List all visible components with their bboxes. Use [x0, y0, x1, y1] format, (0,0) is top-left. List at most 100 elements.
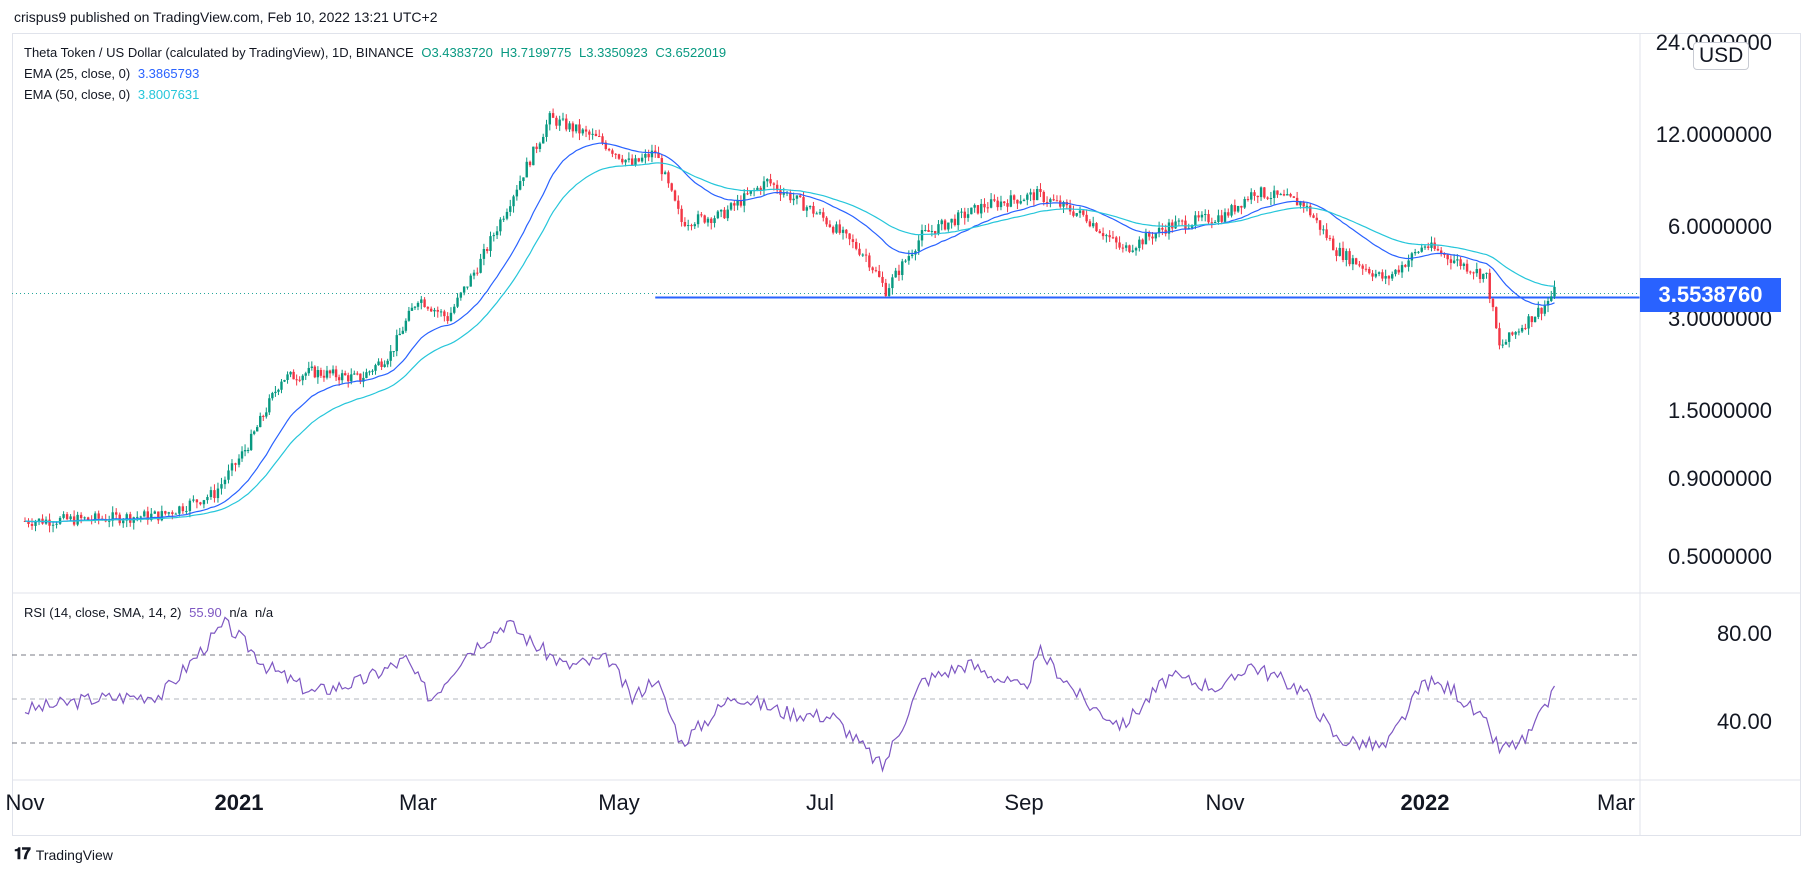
candle-body: [423, 299, 426, 308]
candle-body: [1410, 253, 1414, 261]
candle-body: [1452, 260, 1456, 263]
candle-body: [1517, 331, 1521, 333]
candle-body: [568, 123, 571, 130]
candle-body: [1217, 215, 1220, 222]
candle-body: [924, 229, 927, 231]
legend-ema50: EMA (50, close, 0) 3.8007631: [24, 87, 203, 102]
candle-body: [1012, 195, 1016, 200]
legend-low: L3.3350923: [579, 45, 648, 60]
candle-body: [1446, 254, 1449, 260]
legend-close: C3.6522019: [655, 45, 727, 60]
candle-body: [1131, 250, 1134, 252]
candle-body: [1328, 237, 1332, 239]
candle-body: [621, 158, 624, 163]
candle-body: [289, 371, 292, 375]
candle-body: [910, 254, 914, 257]
candle-body: [904, 260, 907, 262]
candle-body: [1227, 212, 1230, 216]
candle-body: [1115, 237, 1118, 243]
candle-body: [736, 200, 739, 206]
candle-body: [337, 377, 341, 381]
candle-body: [1456, 259, 1459, 261]
candle-body: [835, 224, 838, 233]
candle-body: [868, 255, 871, 268]
candle-body: [996, 200, 999, 208]
candle-body: [815, 213, 818, 215]
candle-body: [719, 209, 723, 212]
candle-body: [1443, 254, 1446, 256]
candle-body: [878, 271, 881, 277]
candle-body: [667, 172, 670, 184]
candle-body: [1530, 316, 1534, 323]
candle-body: [27, 521, 30, 524]
candle-body: [927, 229, 930, 232]
candle-body: [726, 209, 729, 219]
candle-body: [37, 518, 41, 522]
candle-body: [1124, 245, 1128, 248]
last-price-label: 3.5538760: [1640, 278, 1781, 312]
candle-body: [401, 330, 405, 334]
candle-body: [1253, 192, 1256, 196]
candle-body: [1220, 215, 1223, 222]
candle-body: [404, 320, 408, 331]
candle-body: [259, 415, 262, 428]
candle-body: [1184, 220, 1187, 229]
candle-body: [83, 517, 86, 519]
candle-body: [716, 211, 720, 219]
candle-body: [446, 316, 449, 321]
candle-body: [1377, 272, 1381, 274]
candle-body: [416, 302, 420, 307]
candle-body: [789, 192, 792, 201]
candle-body: [901, 261, 904, 275]
candle-body: [1469, 271, 1472, 273]
candle-body: [1148, 233, 1151, 237]
candle-body: [993, 199, 996, 201]
candle-body: [413, 306, 417, 308]
candle-body: [1514, 332, 1517, 335]
currency-badge[interactable]: USD: [1693, 42, 1750, 70]
candle-body: [775, 184, 779, 191]
price-tick-label: 6.0000000: [1668, 214, 1772, 239]
candle-body: [973, 205, 976, 208]
publisher-line: crispus9 published on TradingView.com, F…: [14, 9, 438, 25]
candle-body: [518, 181, 522, 190]
candle-body: [1032, 192, 1036, 201]
candle-body: [953, 218, 957, 226]
candle-body: [805, 207, 809, 211]
candle-body: [347, 375, 350, 382]
candle-body: [1016, 199, 1019, 204]
candle-body: [1511, 332, 1514, 335]
footer-brand: TradingView: [35, 847, 113, 863]
candle-body: [950, 218, 953, 223]
candle-body: [756, 187, 759, 191]
candle-body: [831, 226, 835, 233]
rsi-line: [24, 616, 1556, 773]
candle-body: [578, 124, 581, 134]
candle-body: [874, 270, 878, 272]
candle-body: [746, 193, 749, 195]
candle-body: [1485, 272, 1488, 274]
candle-body: [1495, 307, 1498, 329]
candle-body: [65, 514, 69, 520]
candle-body: [368, 371, 371, 373]
candle-body: [1537, 307, 1540, 317]
candle-body: [340, 373, 344, 381]
candle-body: [271, 393, 274, 399]
candle-body: [1039, 188, 1042, 192]
candle-body: [1128, 245, 1131, 252]
candle-body: [1177, 220, 1181, 222]
candle-body: [93, 513, 97, 521]
candle-body: [989, 199, 993, 208]
candle-body: [1266, 197, 1269, 199]
candle-body: [136, 516, 139, 518]
candle-body: [871, 267, 874, 271]
candle-body: [1003, 201, 1006, 204]
legend-title: Theta Token / US Dollar (calculated by T…: [24, 45, 414, 60]
candle-body: [584, 129, 588, 132]
candle-body: [433, 309, 436, 312]
candle-body: [1407, 260, 1410, 267]
candle-body: [1082, 210, 1085, 215]
candle-body: [966, 214, 970, 218]
candle-body: [1312, 215, 1315, 218]
